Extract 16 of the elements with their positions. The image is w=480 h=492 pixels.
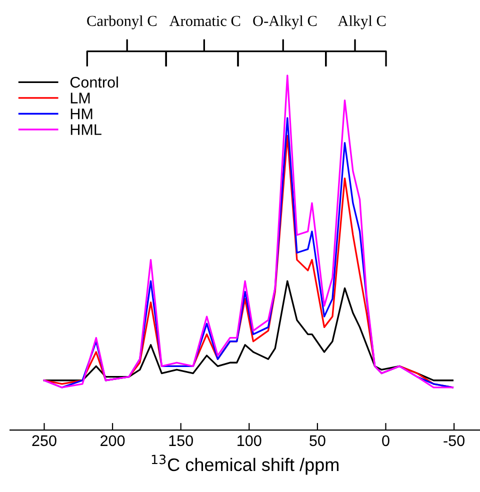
legend-label: LM	[70, 92, 90, 104]
legend-label: HML	[70, 124, 102, 135]
text: Alkyl C	[338, 15, 386, 30]
text: Carbonyl C	[87, 15, 157, 30]
x-tick-label: -50	[444, 435, 464, 446]
x-tick-label: 0	[382, 435, 390, 446]
text: Aromatic C	[169, 16, 240, 26]
text: O-Alkyl C	[253, 15, 317, 30]
x-axis-title: $^{13}$C chemical shift /ppm	[152, 454, 338, 475]
x-tick-label: 100	[238, 435, 262, 446]
x-tick-label: 50	[310, 435, 326, 446]
x-tick-label: 250	[32, 435, 56, 446]
legend-label: HM	[70, 108, 92, 120]
x-tick-label: 200	[100, 435, 125, 446]
legend-label: Control	[70, 76, 118, 88]
x-tick-label: 150	[169, 435, 193, 446]
